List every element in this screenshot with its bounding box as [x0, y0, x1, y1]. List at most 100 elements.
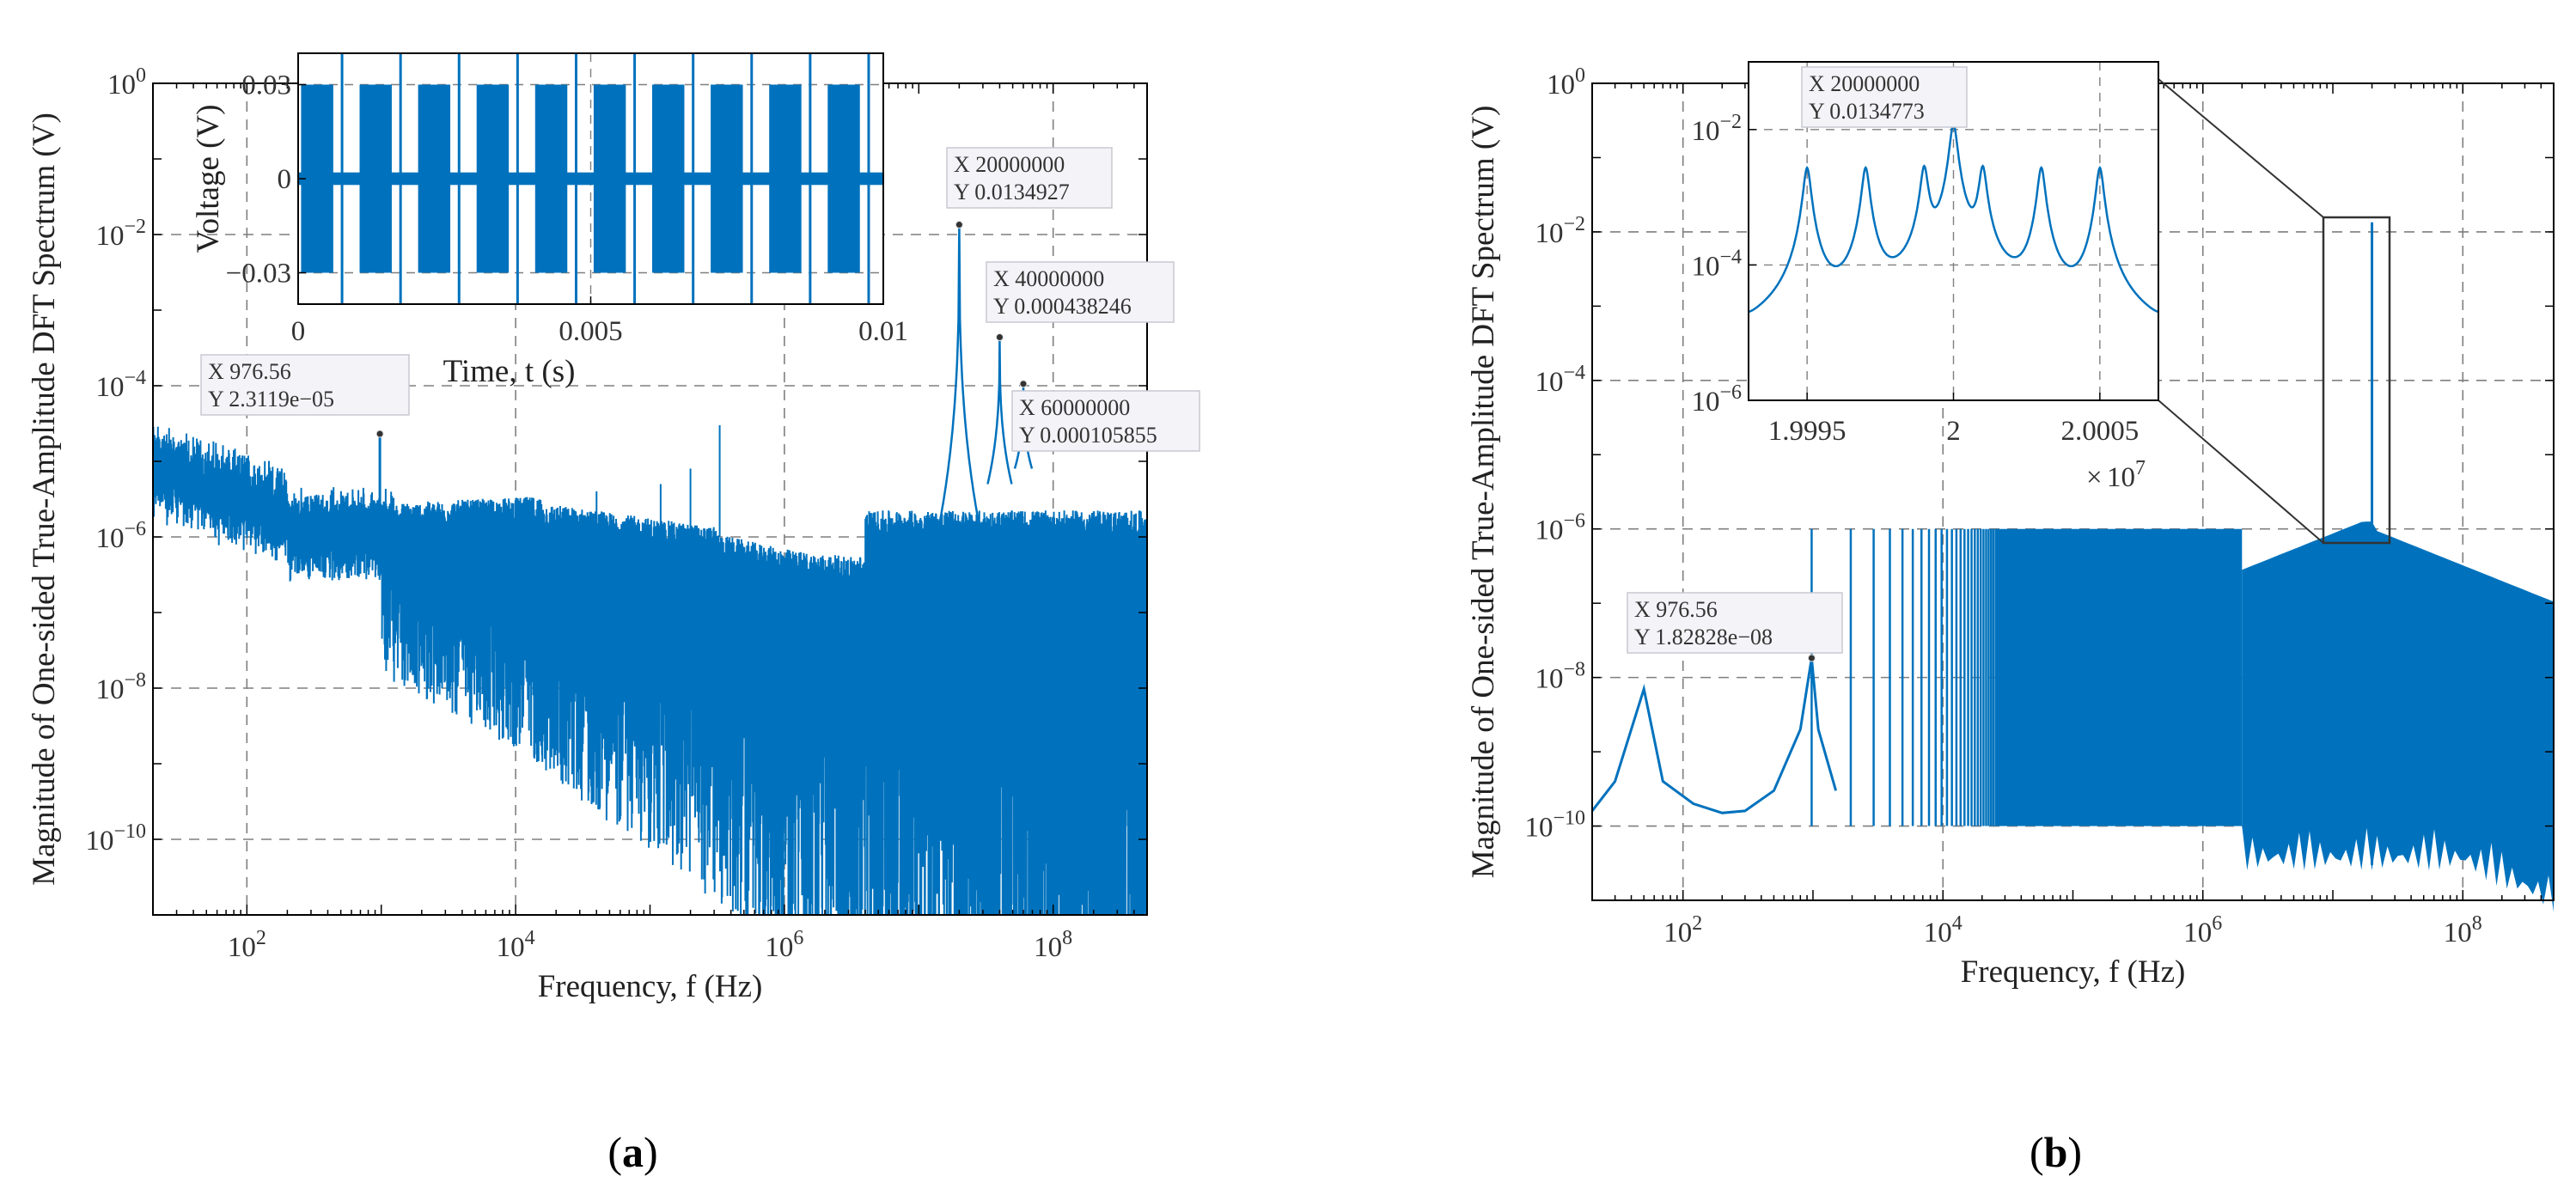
panel-label-close: ) [2067, 1128, 2082, 1176]
x-tick-label: 104 [1924, 912, 1963, 948]
panel-label-open: ( [2030, 1128, 2044, 1176]
y-tick-label-base: 10 [95, 674, 124, 705]
y-tick-label: 10−4 [1535, 362, 1585, 398]
y-tick-label-base: 10 [95, 372, 124, 403]
inset-a-y-tick-label: −0.03 [226, 259, 291, 290]
inset-b-x-tick-label: 2 [1946, 416, 1961, 447]
y-tick-label-exp: −4 [1563, 362, 1585, 384]
panel-label-close: ) [644, 1128, 658, 1176]
y-tick-label-exp: −2 [124, 216, 146, 238]
series-spectrum-a [152, 426, 1148, 916]
y-tick-label: 10−10 [1524, 808, 1585, 844]
y-tick-label-base: 10 [85, 826, 113, 857]
inset-b-y-tick-label-exp: −6 [1719, 381, 1742, 404]
y-tick-label-exp: −10 [1553, 808, 1585, 830]
x-tick-label-base: 10 [2444, 918, 2472, 948]
y-tick-label: 100 [107, 64, 146, 101]
y-tick-label-base: 10 [1535, 367, 1563, 398]
panel-label: (a) [607, 1128, 657, 1176]
y-tick-label-exp: −6 [124, 518, 146, 540]
zoom-box [2322, 216, 2391, 545]
inset-a-y-tick-label: 0.03 [241, 70, 291, 101]
datatip-a-20M-marker [955, 221, 963, 229]
datatip-a-40M-marker [995, 333, 1004, 342]
x-tick-label: 104 [497, 927, 535, 963]
inset-b-multiplier-base: 10 [2107, 462, 2135, 493]
inset-a-y-label: Voltage (V) [191, 105, 226, 253]
y-tick-label-exp: −10 [113, 820, 146, 843]
y-tick-label-exp: −6 [1563, 510, 1585, 533]
datatip-a-40M-y-text: Y 0.000438246 [993, 294, 1132, 319]
datatip-a-976-marker [375, 430, 384, 438]
inset-b-y-tick-label: 10−4 [1691, 246, 1742, 282]
inset-b-multiplier-exp: 7 [2135, 457, 2146, 479]
inset-b-y-tick-label-exp: −4 [1719, 246, 1742, 268]
datatip-a-976-box [200, 354, 410, 416]
peak-a-40M [986, 337, 1013, 485]
panel-label-letter: a [622, 1128, 644, 1176]
datatip-a-60M-box [1011, 390, 1200, 452]
inset-b-x-tick-label: 1.9995 [1768, 416, 1847, 447]
zoom-connector-bottom [2158, 399, 2324, 544]
x-tick-label: 106 [2183, 912, 2222, 948]
y-tick-label-exp: −8 [124, 669, 146, 692]
y-tick-label-base: 10 [1535, 515, 1563, 546]
datatip-b-976-marker [1807, 654, 1816, 662]
y-tick-label: 10−8 [1535, 659, 1585, 695]
x-tick-label-base: 10 [765, 932, 793, 963]
inset-b-y-tick-label-base: 10 [1691, 387, 1719, 418]
dense-comb-b [1994, 528, 2243, 826]
x-tick-label-exp: 6 [2212, 912, 2222, 935]
inset-a-y-tick-label: 0 [278, 164, 292, 195]
y-tick-label: 100 [1547, 64, 1585, 101]
peak-a-20M [936, 224, 983, 538]
x-tick-label: 106 [765, 927, 803, 963]
x-tick-label-exp: 4 [525, 927, 535, 949]
y-tick-label-exp: 0 [136, 64, 146, 87]
y-tick-label-base: 10 [1535, 664, 1563, 695]
inset-b-y-tick-label-exp: −2 [1719, 111, 1742, 133]
x-tick-label-exp: 2 [1692, 912, 1702, 935]
datatip-a-60M-x-text: X 60000000 [1019, 395, 1130, 420]
inset-b-multiplier-sign: × [2086, 462, 2103, 493]
y-tick-label-exp: −8 [1563, 659, 1585, 681]
datatip-a-976-x-text: X 976.56 [208, 359, 291, 384]
inset-b-y-tick-label-base: 10 [1691, 251, 1719, 282]
series-spectrum-b-low [1590, 657, 1838, 814]
y-tick-label: 10−2 [95, 216, 146, 252]
datatip-a-20M-x-text: X 20000000 [954, 152, 1065, 177]
dense-envelope-b [2242, 521, 2554, 912]
x-tick-label-base: 10 [1924, 918, 1952, 948]
datatip-a-60M-marker [1019, 380, 1028, 388]
y-tick-label-base: 10 [95, 523, 124, 554]
datatip-a-20M-box [946, 147, 1113, 209]
y-tick-label-base: 10 [1524, 813, 1553, 844]
inset-a-baseline [298, 172, 883, 186]
x-tick-label: 102 [228, 927, 266, 963]
x-tick-label-exp: 8 [2472, 912, 2482, 935]
x-tick-label-base: 10 [1663, 918, 1692, 948]
x-axis-label: Frequency, f (Hz) [538, 969, 763, 1004]
y-tick-label-base: 10 [1535, 218, 1563, 249]
x-tick-label-base: 10 [1034, 932, 1062, 963]
x-tick-label-exp: 4 [1952, 912, 1963, 935]
datatip-b-976-x-text: X 976.56 [1634, 597, 1718, 622]
y-tick-label: 10−2 [1535, 213, 1585, 249]
y-axis-label: Magnitude of One-sided True-Amplitude DF… [1466, 106, 1501, 879]
y-tick-label: 10−6 [95, 518, 146, 554]
inset-b-y-tick-label-base: 10 [1691, 116, 1719, 147]
inset-b-y-tick-label: 10−2 [1691, 111, 1742, 147]
x-tick-label: 102 [1663, 912, 1702, 948]
x-tick-label-base: 10 [228, 932, 256, 963]
datatip-a-40M-x-text: X 40000000 [993, 266, 1104, 291]
y-tick-label-base: 10 [1547, 70, 1575, 101]
x-tick-label-exp: 2 [256, 927, 266, 949]
datatip-a-20M-y-text: Y 0.0134927 [954, 180, 1070, 204]
y-tick-label: 10−4 [95, 367, 146, 403]
datatip-a-976-y-text: Y 2.3119e−05 [208, 387, 334, 412]
inset-a-x-tick-label: 0.01 [858, 316, 908, 347]
y-axis-label: Magnitude of One-sided True-Amplitude DF… [27, 113, 62, 886]
datatip-a-60M-y-text: Y 0.000105855 [1019, 423, 1157, 448]
